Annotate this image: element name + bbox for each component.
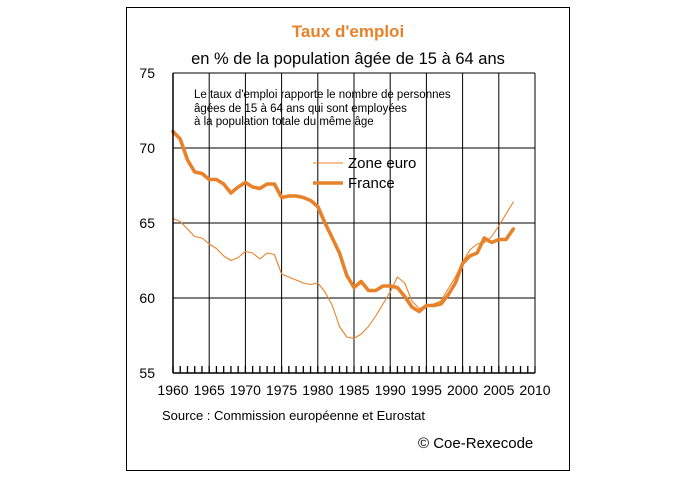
- x-tick-label: 1960: [157, 382, 188, 398]
- note-line: Le taux d'emploi rapporte le nombre de p…: [194, 89, 451, 101]
- y-tick-label: 60: [139, 290, 155, 306]
- legend-label: France: [348, 175, 395, 192]
- x-tick-label: 1995: [411, 382, 442, 398]
- note-line: à la population totale du même âge: [194, 116, 374, 128]
- chart-title: Taux d'emploi: [291, 22, 405, 41]
- x-tick-label: 2010: [519, 382, 550, 398]
- series-line-zone-euro: [172, 201, 514, 340]
- series-line-france: [171, 129, 516, 314]
- chart-note: Le taux d'emploi rapporte le nombre de p…: [194, 89, 524, 130]
- x-tick-label: 2000: [447, 382, 478, 398]
- series-layer: [171, 129, 516, 340]
- axes: [172, 73, 536, 374]
- tick-labels: 1960 1965 1970 1975 1980 1985 1990 1995 2000 2005…: [139, 65, 550, 398]
- x-tick-label: 1990: [375, 382, 406, 398]
- y-tick-label: 70: [139, 140, 155, 156]
- x-tick-label: 1965: [194, 382, 225, 398]
- legend-label: Zone euro: [348, 155, 416, 172]
- x-tick-label: 1970: [230, 382, 261, 398]
- y-tick-label: 55: [139, 365, 155, 381]
- note-line: âgées de 15 à 64 ans qui sont employées: [194, 102, 407, 115]
- x-tick-label: 1985: [338, 382, 369, 398]
- y-tick-label: 65: [139, 215, 155, 231]
- x-tick-label: 1975: [266, 382, 297, 398]
- legend: Zone euro France: [313, 155, 416, 192]
- y-tick-label: 75: [139, 65, 155, 81]
- x-tick-label: 1980: [302, 382, 333, 398]
- source-text: Source : Commission européenne et Eurost…: [162, 408, 426, 423]
- x-tick-label: 2005: [483, 382, 514, 398]
- chart-subtitle: en % de la population âgée de 15 à 64 an…: [191, 50, 505, 68]
- grid-lines: [172, 72, 536, 374]
- copyright-text: © Coe-Rexecode: [418, 435, 534, 452]
